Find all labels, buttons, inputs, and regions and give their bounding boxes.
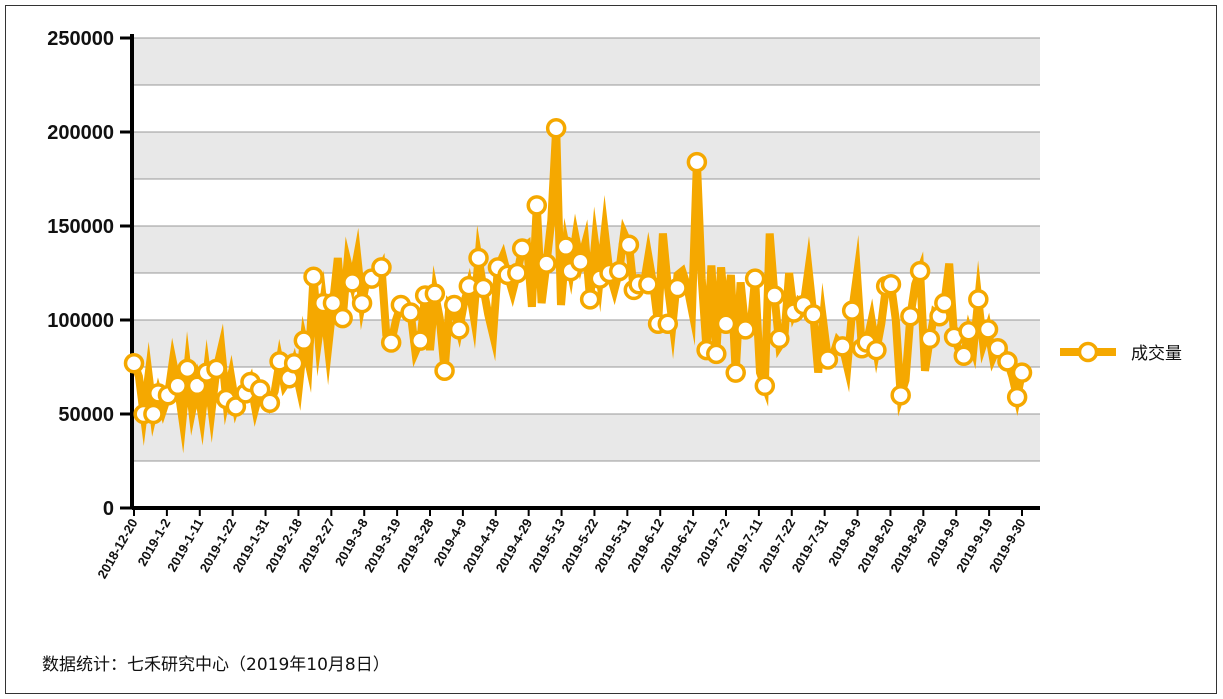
y-tick-label: 100000 bbox=[47, 310, 114, 332]
legend-label: 成交量 bbox=[1131, 344, 1182, 364]
data-point bbox=[638, 274, 659, 295]
data-point bbox=[579, 289, 601, 310]
data-point bbox=[186, 375, 208, 397]
data-point bbox=[657, 313, 679, 335]
data-point bbox=[123, 352, 145, 374]
data-point bbox=[817, 349, 839, 370]
data-point bbox=[744, 268, 766, 289]
data-point bbox=[371, 257, 392, 278]
data-point bbox=[434, 360, 455, 382]
y-tick-label: 50000 bbox=[58, 404, 114, 426]
data-point bbox=[987, 337, 1008, 359]
grid-band bbox=[132, 38, 1040, 85]
data-point bbox=[424, 283, 446, 304]
data-point bbox=[536, 253, 557, 274]
data-point bbox=[322, 292, 344, 314]
data-point bbox=[725, 362, 746, 383]
data-point bbox=[206, 358, 227, 380]
grid-bands bbox=[132, 38, 1040, 461]
data-point bbox=[832, 336, 853, 357]
data-point bbox=[1011, 362, 1033, 383]
data-point bbox=[448, 319, 470, 340]
data-point bbox=[909, 260, 931, 282]
data-point bbox=[735, 319, 756, 340]
data-point bbox=[764, 285, 785, 306]
data-point bbox=[667, 277, 688, 299]
data-point bbox=[968, 289, 989, 310]
data-point bbox=[249, 379, 271, 400]
data-point bbox=[803, 304, 824, 325]
data-point bbox=[618, 234, 640, 256]
data-point bbox=[570, 251, 591, 272]
y-tick-label: 200000 bbox=[47, 122, 114, 144]
data-point bbox=[511, 238, 533, 259]
data-point bbox=[177, 358, 198, 380]
data-point bbox=[997, 351, 1018, 372]
grid-band bbox=[132, 132, 1040, 179]
y-tick-label: 150000 bbox=[47, 216, 114, 238]
data-point bbox=[380, 332, 402, 353]
data-point bbox=[880, 274, 902, 295]
data-point bbox=[473, 277, 494, 299]
legend: 成交量 bbox=[1060, 341, 1182, 364]
grid-band bbox=[132, 414, 1040, 461]
source-note: 数据统计：七禾研究中心（2019年10月8日） bbox=[42, 655, 390, 675]
data-point bbox=[225, 396, 247, 417]
data-point bbox=[706, 343, 727, 365]
data-point bbox=[545, 117, 567, 139]
y-tick-labels: 0 50000 100000 150000 200000 250000 bbox=[47, 28, 132, 520]
data-point bbox=[841, 300, 863, 321]
data-point bbox=[866, 339, 887, 361]
data-point bbox=[283, 352, 305, 374]
data-point bbox=[400, 302, 421, 323]
data-point bbox=[167, 375, 188, 397]
data-point bbox=[769, 328, 790, 350]
data-point bbox=[351, 292, 373, 314]
data-point bbox=[507, 262, 528, 284]
data-point bbox=[754, 375, 776, 397]
data-point bbox=[468, 247, 489, 269]
x-tick-labels: 2018-12-202019-1-22019-1-112019-1-222019… bbox=[94, 508, 1029, 581]
data-point bbox=[890, 384, 911, 406]
data-point bbox=[953, 345, 975, 366]
data-point bbox=[958, 321, 979, 342]
data-point bbox=[444, 294, 465, 316]
legend-swatch-marker bbox=[1077, 341, 1099, 363]
y-tick-label: 250000 bbox=[47, 28, 114, 50]
x-tick-label: 2018-12-20 bbox=[94, 516, 140, 581]
y-tick-label: 0 bbox=[103, 498, 114, 520]
data-point bbox=[143, 403, 164, 425]
data-point bbox=[1006, 386, 1028, 408]
data-point bbox=[686, 151, 708, 173]
data-point bbox=[293, 330, 315, 351]
data-point bbox=[919, 328, 941, 350]
data-point bbox=[526, 195, 548, 216]
data-point bbox=[259, 392, 281, 413]
data-point bbox=[555, 236, 577, 257]
data-point bbox=[900, 305, 921, 327]
data-point bbox=[977, 319, 999, 340]
data-point bbox=[342, 272, 363, 293]
data-point bbox=[715, 313, 737, 335]
markers-layer bbox=[123, 117, 1033, 425]
data-point bbox=[303, 266, 324, 288]
data-point bbox=[934, 292, 955, 314]
data-point bbox=[332, 307, 353, 329]
axes bbox=[130, 34, 1040, 510]
data-point bbox=[608, 260, 630, 282]
data-point bbox=[410, 330, 431, 351]
